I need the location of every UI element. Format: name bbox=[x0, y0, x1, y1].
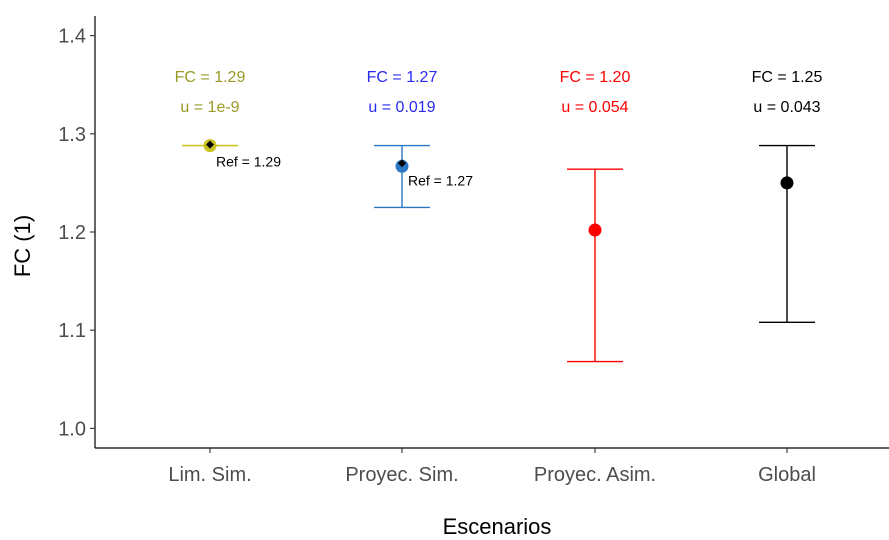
y-tick-label: 1.1 bbox=[58, 320, 86, 342]
u-annotation: u = 0.054 bbox=[561, 99, 628, 116]
reference-marker bbox=[398, 159, 406, 168]
u-annotation: u = 1e-9 bbox=[180, 99, 239, 116]
y-tick-label: 1.2 bbox=[58, 222, 86, 244]
y-axis-title: FC (1) bbox=[10, 215, 35, 277]
reference-label: Ref = 1.29 bbox=[216, 154, 281, 170]
y-tick-label: 1.3 bbox=[58, 124, 86, 146]
fc-annotation: FC = 1.27 bbox=[367, 69, 438, 86]
fc-annotation: FC = 1.20 bbox=[560, 69, 631, 86]
u-annotation: u = 0.043 bbox=[753, 99, 820, 116]
reference-marker bbox=[206, 140, 214, 149]
x-axis-title: Escenarios bbox=[443, 514, 552, 539]
fc-annotation: FC = 1.25 bbox=[752, 69, 823, 86]
x-tick-label: Proyec. Sim. bbox=[345, 464, 458, 486]
y-tick-label: 1.4 bbox=[58, 26, 86, 48]
u-annotation: u = 0.019 bbox=[368, 99, 435, 116]
data-point bbox=[780, 176, 794, 190]
x-tick-label: Proyec. Asim. bbox=[534, 464, 656, 486]
plot-area: 1.0 1.1 1.2 1.3 1.4 Lim. Sim. Proyec. Sim. Proy… bbox=[58, 16, 889, 486]
x-tick-label: Global bbox=[758, 464, 816, 486]
y-tick-label: 1.0 bbox=[58, 418, 86, 440]
data-point bbox=[588, 223, 602, 237]
x-tick-label: Lim. Sim. bbox=[168, 464, 251, 486]
reference-label: Ref = 1.27 bbox=[408, 172, 473, 188]
fc-annotation: FC = 1.29 bbox=[175, 69, 246, 86]
